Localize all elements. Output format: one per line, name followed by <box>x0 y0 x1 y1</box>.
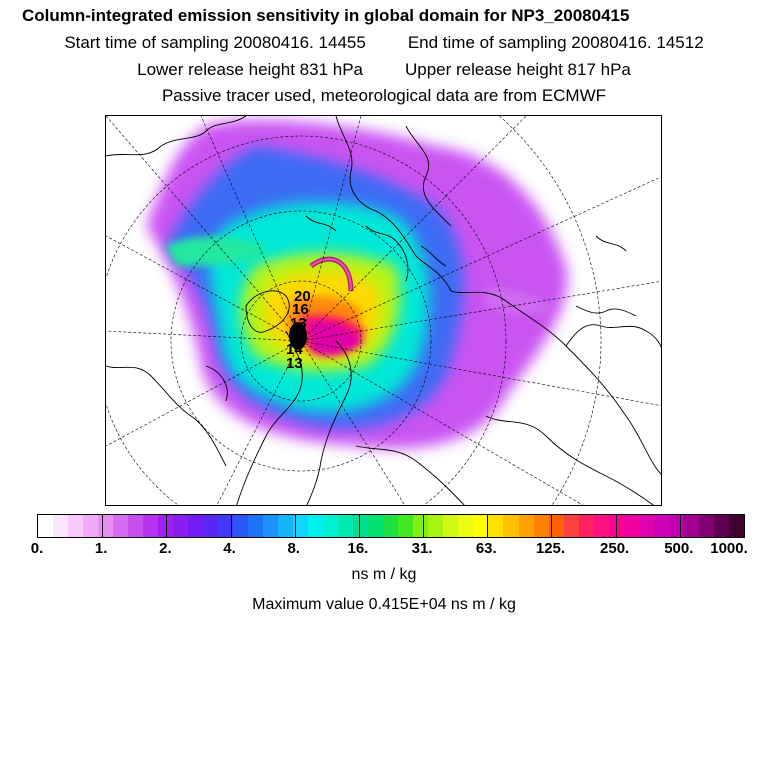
colorbar-swatch <box>233 515 249 537</box>
colorbar-swatch <box>578 515 594 537</box>
colorbar-tick <box>230 515 232 537</box>
sensitivity-map: 20 16 13 14 13 <box>105 115 662 506</box>
units-label: ns m / kg <box>351 566 417 583</box>
colorbar-tick-label: 2. <box>159 540 172 557</box>
colorbar-swatch <box>263 515 279 537</box>
colorbar-swatch <box>563 515 579 537</box>
colorbar-tick-label: 63. <box>475 540 497 557</box>
colorbar-tick-label: 125. <box>535 540 566 557</box>
point-label: 20 <box>294 288 311 305</box>
colorbar-swatch <box>383 515 399 537</box>
release-heights: Lower release height 831 hPa Upper releas… <box>0 60 768 80</box>
colorbar-swatch <box>53 515 69 537</box>
colorbar-swatch <box>533 515 549 537</box>
release-point-labels: 20 16 13 14 13 <box>286 288 311 372</box>
colorbar-swatch <box>173 515 189 537</box>
colorbar-swatch <box>698 515 714 537</box>
colorbar-swatch <box>713 515 729 537</box>
colorbar-swatch <box>98 515 114 537</box>
colorbar-tick-label: 500. <box>664 540 694 557</box>
colorbar-swatch <box>443 515 459 537</box>
colorbar-swatch <box>308 515 324 537</box>
colorbar-swatch <box>128 515 144 537</box>
colorbar-tick-label: 31. <box>411 540 433 557</box>
colorbar-swatch <box>188 515 204 537</box>
colorbar-tick-label: 16. <box>347 540 369 557</box>
colorbar-tick <box>551 515 553 537</box>
graticule <box>106 116 661 505</box>
coastlines <box>106 116 661 505</box>
map-canvas: 20 16 13 14 13 <box>106 116 661 505</box>
colorbar-swatch <box>623 515 639 537</box>
field-magenta <box>306 319 364 357</box>
colorbar-tick-label: 1000. <box>710 540 748 557</box>
colorbar-swatch <box>113 515 129 537</box>
upper-release-height: Upper release height 817 hPa <box>405 60 631 79</box>
colorbar <box>37 514 745 538</box>
colorbar-tick-label: 0. <box>30 540 44 557</box>
colorbar-swatch <box>398 515 414 537</box>
colorbar-swatch <box>488 515 504 537</box>
point-label: 16 <box>292 301 309 318</box>
start-time-label: Start time of sampling 20080416. 14455 <box>64 33 366 52</box>
plot-title: Column-integrated emission sensitivity i… <box>22 6 630 25</box>
colorbar-swatch <box>368 515 384 537</box>
tracer-note: Passive tracer used, meteorological data… <box>161 86 607 105</box>
colorbar-swatch <box>683 515 699 537</box>
colorbar-tick <box>358 515 360 537</box>
point-label: 13 <box>286 355 303 372</box>
colorbar-swatch <box>143 515 159 537</box>
colorbar-swatch <box>473 515 489 537</box>
colorbar-swatch <box>218 515 234 537</box>
colorbar-swatch <box>248 515 264 537</box>
colorbar-swatch <box>518 515 534 537</box>
release-point-cluster <box>289 322 307 350</box>
colorbar-swatch <box>728 515 744 537</box>
colorbar-swatch <box>38 515 54 537</box>
sampling-times: Start time of sampling 20080416. 14455 En… <box>0 33 768 53</box>
colorbar-swatch <box>458 515 474 537</box>
lower-release-height: Lower release height 831 hPa <box>137 60 363 79</box>
colorbar-swatch <box>503 515 519 537</box>
colorbar-tick-label: 4. <box>223 540 236 557</box>
colorbar-tick <box>294 515 296 537</box>
colorbar-swatch <box>593 515 609 537</box>
colorbar-swatch <box>68 515 84 537</box>
colorbar-swatch <box>428 515 444 537</box>
colorbar-labels: 0. 1. 2. 4. 8. 16. 31. 63. 125. 250. 500. 1000. <box>0 540 768 560</box>
colorbar-swatch <box>203 515 219 537</box>
colorbar-swatch <box>83 515 99 537</box>
colorbar-tick <box>423 515 425 537</box>
sensitivity-field <box>146 119 568 449</box>
colorbar-tick <box>166 515 168 537</box>
max-value-label: Maximum value 0.415E+04 ns m / kg <box>252 596 516 613</box>
colorbar-swatch <box>353 515 369 537</box>
colorbar-tick <box>487 515 489 537</box>
colorbar-tick-label: 250. <box>600 540 630 557</box>
colorbar-tick-label: 1. <box>94 540 108 557</box>
end-time-label: End time of sampling 20080416. 14512 <box>407 33 704 52</box>
colorbar-tick <box>679 515 681 537</box>
colorbar-tick <box>615 515 617 537</box>
colorbar-swatch <box>278 515 294 537</box>
colorbar-swatch <box>158 515 174 537</box>
colorbar-swatch <box>653 515 669 537</box>
colorbar-swatch <box>338 515 354 537</box>
colorbar-swatch <box>668 515 684 537</box>
colorbar-tick-label: 8. <box>287 540 300 557</box>
colorbar-swatch <box>323 515 339 537</box>
colorbar-swatch <box>413 515 429 537</box>
colorbar-swatch <box>638 515 654 537</box>
colorbar-tick <box>102 515 104 537</box>
colorbar-swatch <box>293 515 309 537</box>
